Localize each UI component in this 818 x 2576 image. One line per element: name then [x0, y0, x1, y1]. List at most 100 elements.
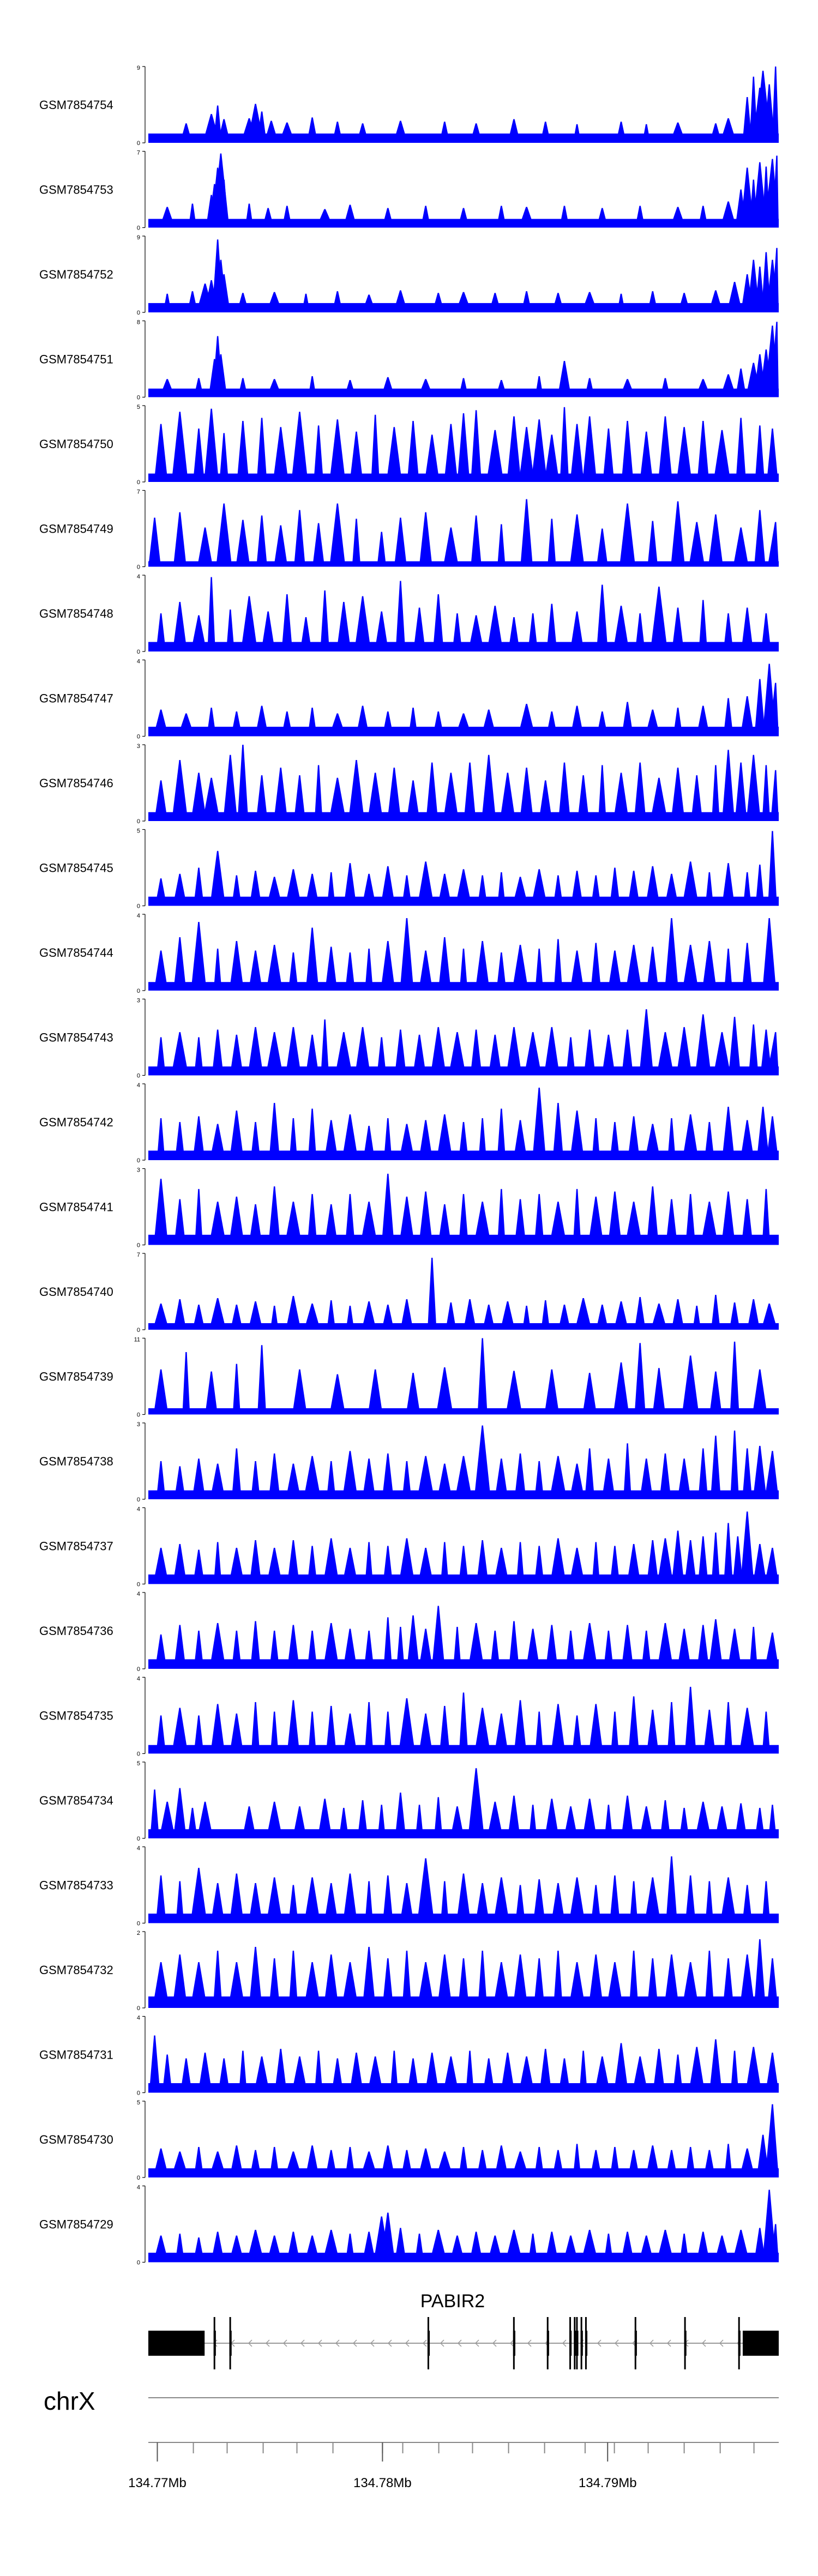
coverage-peak: [677, 1628, 691, 1669]
coverage-peak: [464, 762, 476, 821]
coverage-peak: [399, 1124, 415, 1160]
coverage-peak: [570, 424, 584, 482]
coverage-peak: [702, 941, 717, 991]
coverage-peak: [365, 1881, 373, 1923]
coverage-peak: [676, 427, 692, 482]
coverage-peak: [613, 1362, 629, 1415]
coverage-peak: [173, 1625, 186, 1669]
coverage-tracks: GSM785475490GSM785475370GSM785475290GSM7…: [39, 65, 779, 2266]
coverage-peak: [709, 2039, 722, 2093]
track-GSM7854750: GSM7854750 5 0: [39, 404, 779, 486]
coverage-peak: [269, 1958, 280, 2008]
track-label: GSM7854731: [39, 2048, 113, 2062]
coverage-peak: [742, 1448, 753, 1499]
coverage-peak: [531, 869, 548, 906]
coverage-peak: [591, 1885, 601, 1923]
coverage-peak: [308, 708, 317, 737]
coverage-peak: [632, 2056, 648, 2093]
coverage-peak: [568, 1962, 586, 2008]
y-max-label: 3: [137, 743, 140, 750]
coverage-peak: [400, 1299, 413, 1330]
coverage-peak: [671, 1530, 684, 1584]
coverage-peak: [550, 1538, 567, 1584]
coverage-peak: [322, 2230, 340, 2263]
coverage-peak: [212, 1029, 224, 1076]
coverage-peak: [455, 1456, 472, 1499]
coverage-peak: [670, 207, 686, 228]
track-GSM7854737: GSM7854737 4 0: [39, 1506, 779, 1588]
track-label: GSM7854735: [39, 1709, 113, 1723]
coverage-peak: [381, 941, 395, 991]
coverage-peak: [245, 203, 254, 228]
coverage-peak: [332, 2058, 344, 2093]
coverage-peak: [728, 1017, 741, 1076]
coverage-peak: [596, 528, 608, 567]
coverage-peak: [591, 943, 602, 991]
coverage-peak: [741, 607, 754, 651]
coverage-peak: [514, 1700, 527, 1754]
y-max-label: 5: [137, 2100, 140, 2106]
coverage-peak: [218, 274, 231, 312]
coverage-peak: [219, 433, 229, 482]
coverage-peak: [639, 1009, 654, 1076]
coverage-peak: [202, 777, 220, 821]
coverage-peak: [526, 1628, 540, 1669]
coverage-peak: [646, 1186, 659, 1245]
coverage-peak: [242, 1806, 256, 1838]
coverage-peak: [300, 617, 312, 651]
coverage-peak: [634, 762, 646, 821]
coverage-peak: [382, 1875, 393, 1923]
coverage-peak: [705, 1881, 714, 1923]
coverage-peak: [418, 1120, 433, 1160]
coverage-peak: [368, 1369, 383, 1415]
coverage-peak: [188, 203, 197, 228]
y-max-label: 3: [137, 1421, 140, 1428]
gene-exon-tall: [634, 2317, 636, 2369]
coverage-peak: [713, 430, 731, 482]
coverage-peak: [540, 122, 551, 143]
coverage-peak: [494, 1548, 509, 1584]
y-min-label: 0: [137, 1073, 140, 1079]
coverage-peak: [377, 1037, 387, 1076]
coverage-peak: [459, 1692, 468, 1754]
coverage-peak: [483, 1305, 495, 1330]
y-min-label: 0: [137, 225, 140, 232]
coverage-peak: [545, 1625, 558, 1669]
coverage-peak: [477, 875, 488, 906]
coverage-peak: [360, 2151, 378, 2177]
coverage-peak: [230, 1305, 243, 1330]
coverage-peak: [535, 376, 544, 397]
coverage-peak: [357, 1800, 368, 1838]
coverage-peak: [689, 522, 705, 567]
coverage-peak: [434, 1797, 443, 1838]
coverage-peak: [591, 875, 601, 906]
coverage-peak: [647, 521, 658, 567]
coverage-peak: [270, 1711, 279, 1754]
coverage-peak: [230, 1034, 244, 1076]
coverage-peak: [761, 613, 771, 651]
coverage-peak: [266, 292, 282, 312]
coverage-peak: [493, 1877, 510, 1923]
coverage-peak: [476, 1540, 489, 1584]
y-min-label: 0: [137, 2005, 140, 2012]
coverage-peak: [569, 1877, 585, 1923]
coverage-peak: [697, 1536, 708, 1584]
coverage-peak: [449, 2235, 465, 2263]
y-max-label: 2: [137, 1930, 140, 1936]
coverage-peak: [573, 2144, 581, 2177]
y-min-label: 0: [137, 1836, 140, 1842]
coverage-peak: [621, 1625, 634, 1669]
coverage-peak: [287, 1700, 300, 1754]
coverage-peak: [585, 1448, 595, 1499]
coverage-peak: [563, 1806, 578, 1838]
coverage-peak: [431, 1606, 445, 1669]
track-GSM7854739: GSM7854739 11 0: [39, 1337, 779, 1419]
coverage-peak: [232, 1364, 240, 1415]
y-max-label: 5: [137, 404, 140, 411]
coverage-peak: [327, 1300, 336, 1330]
coverage-peak: [621, 702, 634, 737]
coverage-peak: [582, 1799, 597, 1838]
coverage-peak: [323, 1954, 339, 2008]
coverage-peak: [288, 952, 298, 991]
coverage-peak: [237, 293, 249, 312]
